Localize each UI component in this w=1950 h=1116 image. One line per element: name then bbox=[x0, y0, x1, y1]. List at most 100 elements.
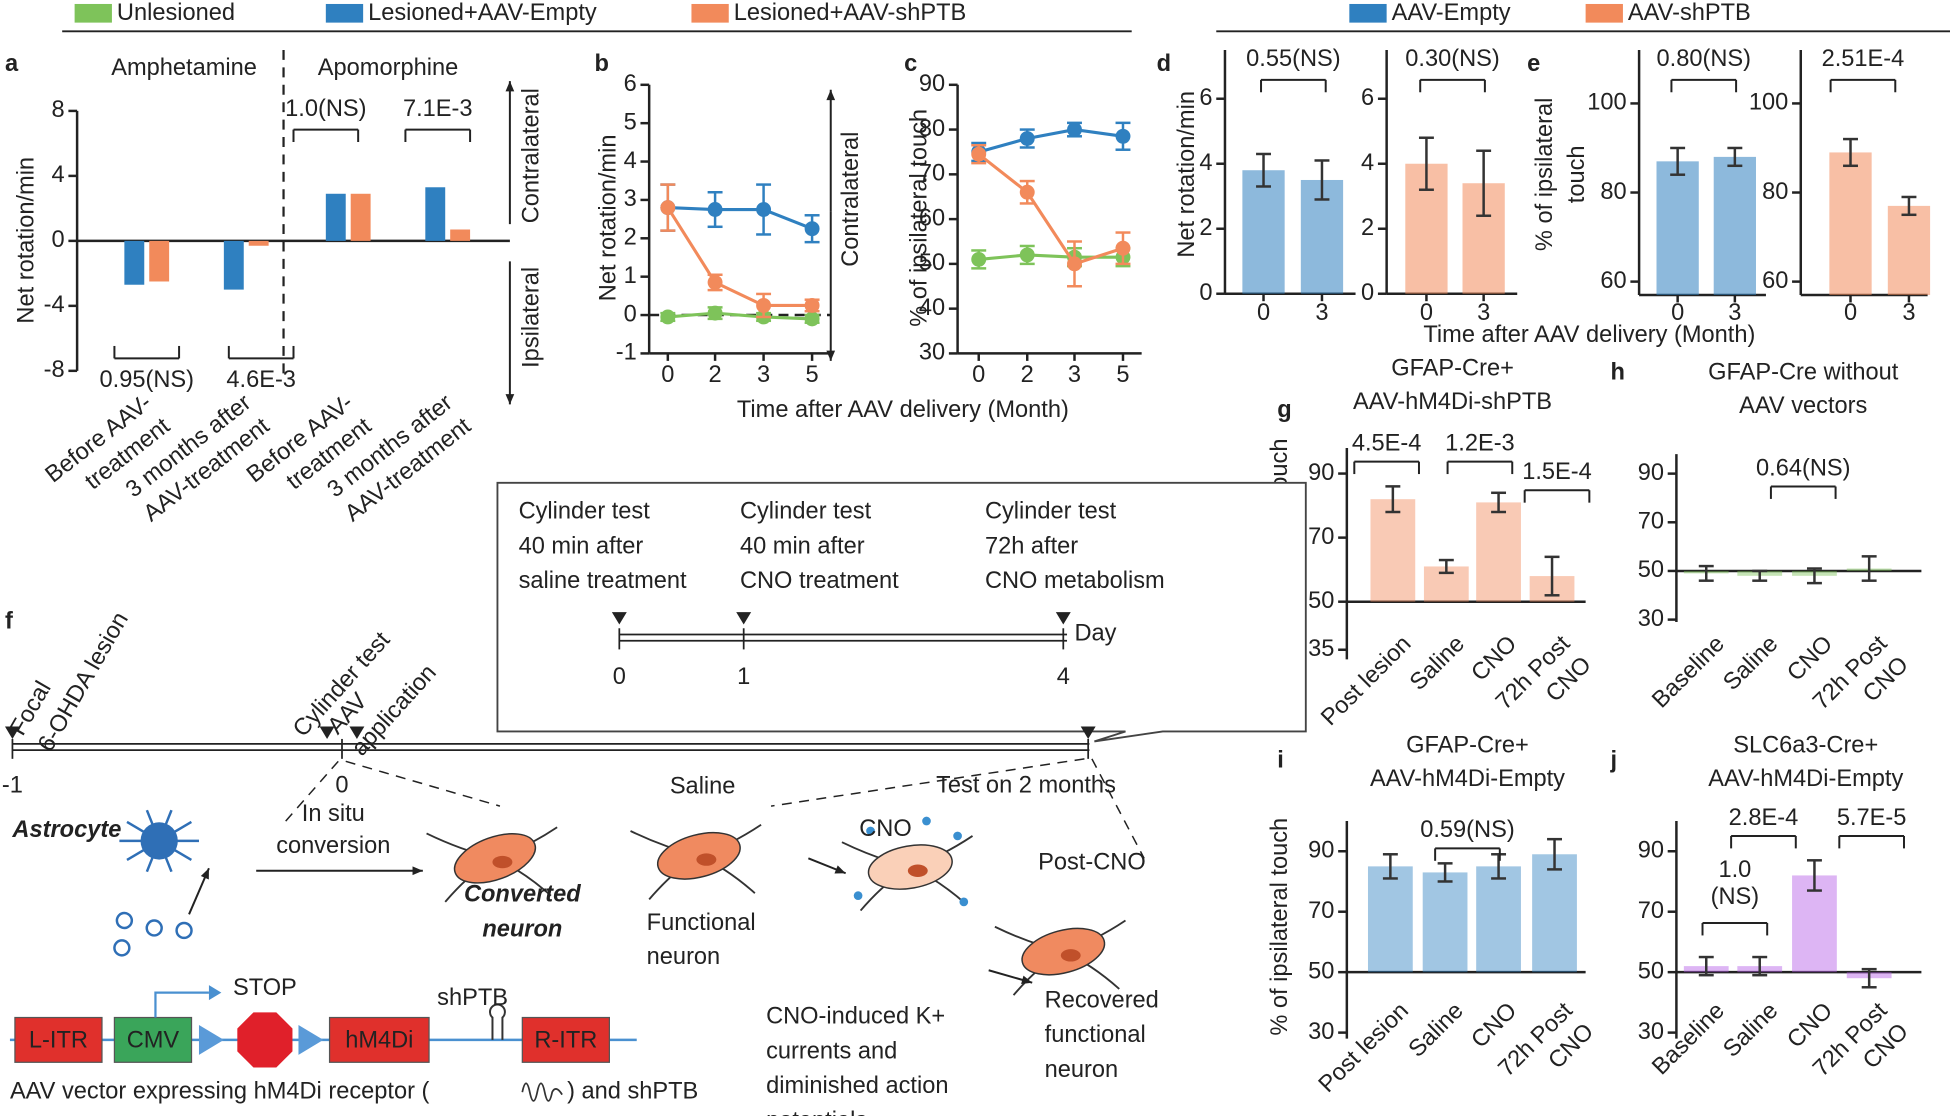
cell-label: CNO bbox=[859, 816, 911, 842]
annotation: 2.8E-4 bbox=[1729, 805, 1799, 831]
x-tick-label: 0 bbox=[1420, 300, 1433, 326]
panel-label: c bbox=[904, 51, 917, 77]
y-tick-label: 0 bbox=[624, 301, 637, 327]
side-label: Contralateral bbox=[838, 132, 864, 267]
legend-swatch bbox=[325, 3, 364, 23]
y-tick-label: 90 bbox=[1308, 837, 1334, 863]
cell-label: Saline bbox=[670, 774, 736, 800]
y-tick-label: 50 bbox=[1308, 588, 1334, 614]
point bbox=[1019, 131, 1035, 146]
y-tick-label: 80 bbox=[1762, 179, 1788, 205]
y-axis-label: % of ipsilateral touch bbox=[1532, 98, 1590, 252]
loxp bbox=[198, 1024, 224, 1055]
point bbox=[804, 311, 820, 327]
y-tick-label: 70 bbox=[919, 161, 945, 187]
chart-title: SLC6a3-Cre+ AAV-hM4Di-Empty bbox=[1708, 733, 1903, 793]
y-tick-label: 60 bbox=[1762, 268, 1788, 294]
x-tick-label: Saline bbox=[1404, 998, 1469, 1063]
y-tick-label: 6 bbox=[624, 71, 637, 97]
y-tick-label: 0 bbox=[1361, 280, 1374, 306]
chart-title: GFAP-Cre+ AAV-hM4Di-Empty bbox=[1370, 733, 1565, 793]
x-tick-label: 3 bbox=[1068, 362, 1081, 388]
x-tick-label: 3 bbox=[1902, 300, 1915, 326]
vector-element bbox=[328, 1016, 430, 1063]
side-label: Ipsilateral bbox=[519, 267, 545, 368]
point bbox=[707, 274, 723, 290]
vector-element bbox=[113, 1016, 193, 1063]
annotation: 4.5E-4 bbox=[1352, 430, 1422, 456]
hairpin-label: shPTB bbox=[437, 985, 508, 1011]
x-tick-label: 0 bbox=[1257, 300, 1270, 326]
legend-swatch bbox=[74, 3, 112, 23]
y-axis-label: Net rotation/min bbox=[1174, 91, 1200, 258]
zoom-line bbox=[770, 758, 1085, 807]
virus bbox=[145, 919, 163, 937]
x-axis-label: Time after AAV delivery (Month) bbox=[737, 397, 1069, 423]
arrow-head bbox=[1021, 975, 1033, 985]
x-tick-label: 3 bbox=[1315, 300, 1328, 326]
bar bbox=[325, 193, 346, 241]
y-tick-label: 35 bbox=[1308, 636, 1334, 662]
y-tick-label: -1 bbox=[616, 340, 637, 366]
group-label: Apomorphine bbox=[318, 55, 458, 81]
y-tick-label: 30 bbox=[919, 340, 945, 366]
legend-label: Lesioned+AAV-shPTB bbox=[734, 0, 967, 26]
y-tick-label: 100 bbox=[1749, 90, 1788, 116]
y-tick-label: 4 bbox=[52, 162, 65, 188]
y-tick-label: 2 bbox=[1361, 215, 1374, 241]
y-tick-label: 6 bbox=[1199, 85, 1212, 111]
annotation: 0.59(NS) bbox=[1420, 817, 1514, 843]
cno-dot bbox=[866, 826, 875, 836]
cell-label: Astrocyte bbox=[11, 817, 121, 843]
receptor-icon bbox=[521, 1082, 563, 1102]
bar bbox=[1367, 866, 1413, 973]
y-tick-label: 80 bbox=[919, 116, 945, 142]
y-tick-label: 90 bbox=[1308, 460, 1334, 486]
vector-element-label: R-ITR bbox=[534, 1027, 597, 1053]
y-tick-label: 90 bbox=[919, 71, 945, 97]
x-tick-label: Post lesion bbox=[1314, 998, 1414, 1098]
cno-dot bbox=[959, 897, 969, 907]
vector-element bbox=[521, 1016, 610, 1063]
y-tick-label: 60 bbox=[919, 205, 945, 231]
legend-swatch bbox=[1349, 3, 1387, 23]
chart-title: GFAP-Cre without AAV vectors bbox=[1708, 360, 1899, 420]
point bbox=[1115, 128, 1131, 144]
cell-label: Functional neuron bbox=[647, 910, 756, 970]
bar bbox=[223, 240, 244, 290]
annotation: 7.1E-3 bbox=[403, 96, 473, 122]
schedule-tick-label: 1 bbox=[737, 664, 750, 690]
point bbox=[707, 202, 723, 217]
arrow-head bbox=[826, 350, 836, 361]
schedule-step: Cylinder test 40 min after CNO treatment bbox=[740, 499, 899, 595]
cell-label: CNO-induced K+ currents and diminished act… bbox=[766, 1004, 948, 1116]
series-line bbox=[977, 152, 1124, 266]
x-tick-label: Saline bbox=[1719, 631, 1784, 696]
callout-box bbox=[496, 481, 1307, 743]
legend-label: Lesioned+AAV-Empty bbox=[368, 0, 597, 26]
y-axis-label: Net rotation/min bbox=[14, 157, 40, 324]
point bbox=[660, 200, 676, 216]
y-tick-label: 4 bbox=[1199, 150, 1212, 176]
vector-element bbox=[14, 1016, 103, 1063]
cell-label: In situ conversion bbox=[276, 801, 390, 859]
arrow-head bbox=[834, 865, 846, 874]
x-tick-label: 0 bbox=[1844, 300, 1857, 326]
legend-label: AAV-Empty bbox=[1392, 0, 1511, 26]
cno-dot bbox=[922, 816, 931, 826]
x-tick-label: 2 bbox=[709, 362, 722, 388]
series-line bbox=[978, 127, 1124, 154]
astrocyte-body bbox=[140, 822, 178, 860]
y-tick-label: 100 bbox=[1587, 90, 1626, 116]
promoter-arrow bbox=[154, 991, 209, 1018]
cno-dot bbox=[853, 891, 863, 900]
arrow-head bbox=[505, 394, 515, 405]
bar bbox=[425, 187, 446, 241]
timeline-tick-label: 0 bbox=[335, 772, 348, 798]
bar bbox=[149, 240, 170, 282]
schedule-tick-label: 4 bbox=[1057, 664, 1070, 690]
annotation: 0.30(NS) bbox=[1405, 46, 1499, 72]
stop-label: STOP bbox=[233, 975, 297, 1001]
legend-swatch bbox=[691, 3, 729, 23]
